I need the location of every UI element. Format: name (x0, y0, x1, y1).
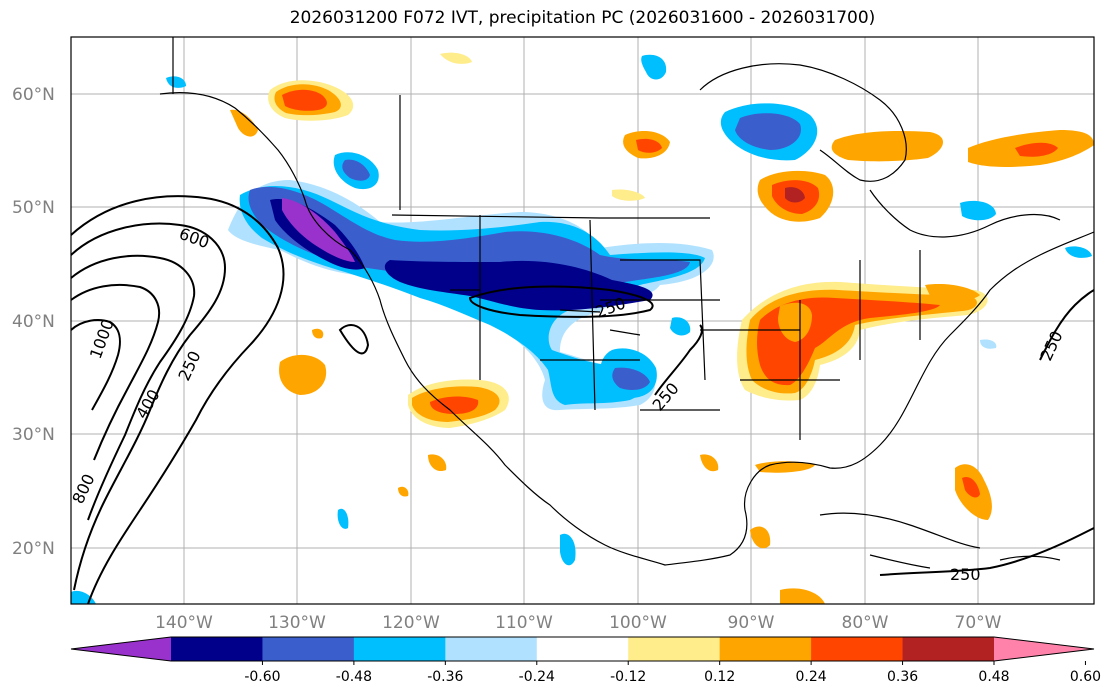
colorbar-segment (628, 637, 721, 661)
lon-tick-label: 80°W (842, 613, 889, 633)
lon-tick-label: 100°W (609, 613, 667, 633)
lon-tick-label: 120°W (382, 613, 440, 633)
lon-tick-label: 90°W (728, 613, 775, 633)
colorbar-tick-label: 0.36 (887, 669, 918, 685)
lat-tick-label: 60°N (12, 85, 55, 105)
colorbar-tick-label: -0.36 (427, 669, 463, 685)
colorbar-tick-label: -0.60 (244, 669, 280, 685)
ivt-contours (70, 195, 1095, 605)
colorbar-segment (262, 637, 355, 661)
longitude-labels: 140°W 130°W 120°W 110°W 100°W 90°W 80°W … (155, 613, 1002, 633)
colorbar-segment (902, 637, 995, 661)
positive-anomaly-regions-misc (230, 52, 1094, 604)
latitude-labels: 60°N 50°N 40°N 30°N 20°N (12, 85, 55, 559)
lat-tick-label: 20°N (12, 539, 55, 559)
colorbar-tick-label: -0.48 (336, 669, 372, 685)
lon-tick-label: 140°W (155, 613, 213, 633)
colorbar-segment (353, 637, 446, 661)
colorbar-extend-high (994, 637, 1094, 661)
colorbar-segment (811, 637, 904, 661)
colorbar-segment (445, 637, 538, 661)
colorbar-tick-label: 0.60 (1070, 669, 1101, 685)
coastlines-and-borders (159, 37, 1095, 569)
colorbar-tick-label: -0.12 (610, 669, 646, 685)
colorbar: -0.60 -0.48 -0.36 -0.24 -0.12 0.12 0.24 0.36 0.4… (70, 636, 1101, 685)
lat-tick-label: 30°N (12, 425, 55, 445)
colorbar-segment (171, 637, 263, 661)
lat-tick-label: 50°N (12, 198, 55, 218)
lon-tick-label: 130°W (268, 613, 326, 633)
lon-tick-label: 70°W (955, 613, 1002, 633)
lon-tick-label: 110°W (495, 613, 553, 633)
negative-anomaly-region-hudson (71, 54, 1092, 604)
colorbar-tick-label: -0.24 (519, 669, 555, 685)
colorbar-extend-low (71, 637, 171, 661)
colorbar-tick-label: 0.48 (978, 669, 1009, 685)
contour-label: 250 (950, 565, 981, 584)
negative-anomaly-region-northwest (228, 180, 714, 411)
colorbar-tick-label: 0.24 (796, 669, 827, 685)
lat-tick-label: 40°N (12, 312, 55, 332)
colorbar-segment (536, 637, 629, 661)
map-title: 2026031200 F072 IVT, precipitation PC (2… (289, 8, 876, 28)
colorbar-segment (719, 637, 812, 661)
map-frame (70, 36, 1095, 605)
colorbar-tick-label: 0.12 (704, 669, 735, 685)
